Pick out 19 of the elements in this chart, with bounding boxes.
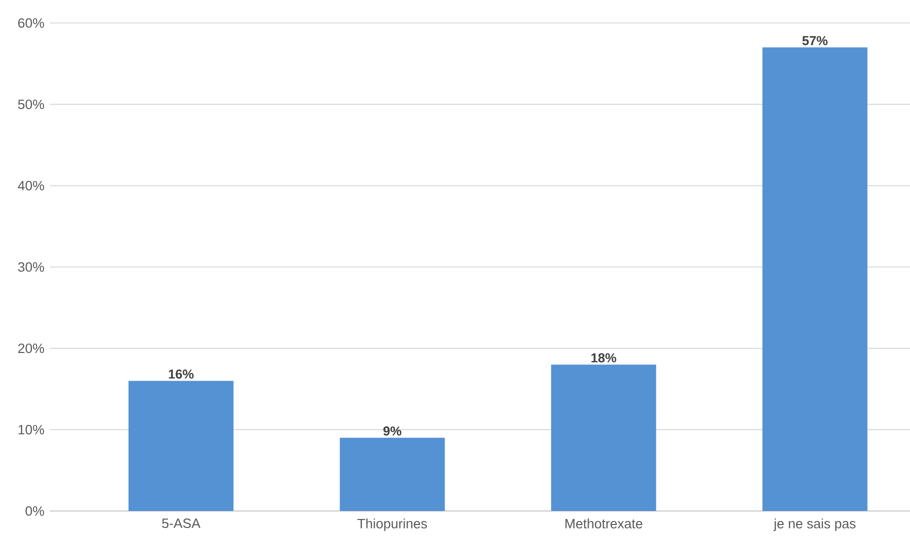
x-tick-label: Methotrexate	[565, 518, 642, 528]
y-tick-label: 40%	[18, 180, 44, 190]
data-label: 18%	[591, 353, 616, 362]
y-tick-label: 0%	[26, 506, 44, 516]
data-label: 16%	[168, 370, 194, 379]
y-tick-label: 60%	[18, 18, 44, 28]
bar	[551, 364, 656, 511]
y-tick-label: 10%	[18, 424, 44, 434]
data-label: 57%	[802, 36, 828, 46]
y-tick-label: 30%	[18, 262, 44, 272]
x-tick-label: je ne sais pas	[773, 518, 856, 532]
bar	[762, 47, 868, 511]
x-tick-label: 5-ASA	[162, 518, 200, 528]
y-tick-label: 50%	[18, 100, 44, 110]
x-tick-label: Thiopurines	[357, 518, 427, 532]
y-tick-label: 20%	[18, 344, 44, 354]
bar	[128, 380, 234, 511]
bar	[340, 438, 445, 511]
data-label: 9%	[383, 426, 402, 436]
